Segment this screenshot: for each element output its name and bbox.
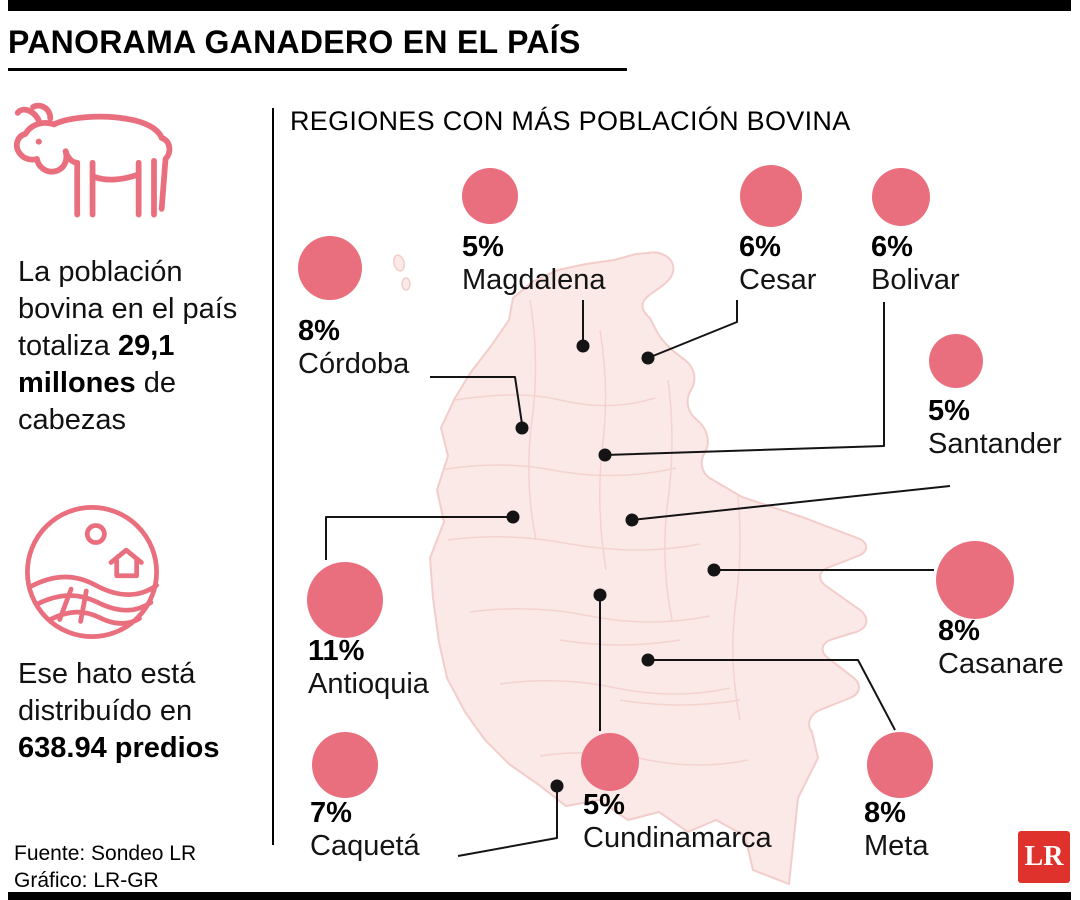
- region-name: Meta: [864, 829, 929, 862]
- fact-population: La población bovina en el país totaliza …: [18, 254, 258, 440]
- region-name: Caquetá: [310, 829, 420, 862]
- region-percent: 7%: [310, 797, 352, 829]
- region-percent: 6%: [871, 231, 913, 263]
- dot-casanare: [707, 563, 721, 577]
- region-name: Córdoba: [298, 347, 410, 380]
- colombia-outline: [428, 251, 868, 886]
- sun: [84, 523, 107, 545]
- region-name: Casanare: [938, 647, 1064, 680]
- cow-head: [13, 120, 70, 175]
- bubble-magdalena: [462, 168, 518, 224]
- bubble-casanare: [936, 541, 1014, 619]
- source-text: Fuente: Sondeo LR: [14, 842, 197, 865]
- cow-front-legs: [74, 159, 96, 218]
- region-label-bolivar: 6% Bolivar: [871, 231, 960, 297]
- region-percent: 8%: [864, 797, 906, 829]
- cow-tail: [158, 134, 173, 212]
- region-label-meta: 8% Meta: [864, 797, 929, 863]
- bubble-cesar: [740, 165, 802, 227]
- cow-back: [51, 113, 165, 141]
- cow-icon: [10, 98, 178, 240]
- region-label-cesar: 6% Cesar: [739, 231, 817, 297]
- region-percent: 8%: [938, 615, 980, 647]
- dot-bolivar: [598, 448, 612, 462]
- region-percent: 6%: [739, 231, 781, 263]
- section-title: REGIONES CON MÁS POBLACIÓN BOVINA: [290, 106, 851, 136]
- title-underline: [8, 68, 627, 71]
- farm-icon: [16, 496, 168, 648]
- region-percent: 8%: [298, 315, 340, 347]
- fact-highlight: 638.94 predios: [18, 732, 220, 765]
- field-line-1: [26, 574, 159, 597]
- dot-antioquia: [506, 510, 520, 524]
- dot-cesar: [641, 351, 655, 365]
- bubble-meta: [867, 732, 933, 798]
- region-label-cordoba: 8% Córdoba: [298, 315, 410, 381]
- bottom-bar: [8, 892, 1071, 900]
- leader-antioquia: [325, 516, 513, 560]
- region-name: Cundinamarca: [583, 821, 772, 854]
- region-name: Magdalena: [462, 263, 606, 296]
- fact-highlight: 29,1 millones: [18, 330, 175, 400]
- region-percent: 11%: [308, 635, 365, 667]
- region-label-cundinamarca: 5% Cundinamarca: [583, 789, 772, 855]
- dot-cordoba: [515, 421, 529, 435]
- leader-bolivar: [604, 302, 885, 456]
- region-percent: 5%: [462, 231, 504, 263]
- credit-text: Gráfico: LR-GR: [14, 869, 159, 892]
- house-walls: [114, 558, 140, 579]
- region-name: Cesar: [739, 263, 817, 296]
- region-label-antioquia: 11% Antioquia: [308, 635, 429, 701]
- leader-lines: [325, 300, 951, 857]
- fact-predios: Ese hato está distribuído en 638.94 pred…: [18, 656, 258, 767]
- vertical-divider: [272, 108, 274, 845]
- field-line-3: [47, 609, 142, 626]
- map-dots: [506, 339, 721, 793]
- fact-text-before: La población bovina en el país totaliza: [18, 256, 238, 363]
- top-bar: [8, 0, 1071, 11]
- region-label-magdalena: 5% Magdalena: [462, 231, 606, 297]
- region-label-casanare: 8% Casanare: [938, 615, 1064, 681]
- fact-text-after: de cabezas: [18, 367, 176, 437]
- region-percent: 5%: [928, 395, 970, 427]
- region-name: Bolivar: [871, 263, 960, 296]
- field-line-2: [34, 593, 154, 613]
- region-name: Antioquia: [308, 667, 429, 700]
- dot-santander: [625, 513, 639, 527]
- dot-meta: [641, 653, 655, 667]
- leader-santander: [631, 485, 951, 521]
- page-title: PANORAMA GANADERO EN EL PAÍS: [8, 24, 581, 60]
- leader-meta: [648, 659, 896, 731]
- lr-logo: LR: [1018, 831, 1070, 883]
- cow-horn: [14, 106, 42, 124]
- region-label-santander: 5% Santander: [928, 395, 1062, 461]
- fact-text-before: Ese hato está distribuído en: [18, 658, 196, 728]
- bubble-antioquia: [307, 562, 383, 638]
- dot-magdalena: [576, 339, 590, 353]
- region-percent: 5%: [583, 789, 625, 821]
- bubble-cordoba: [298, 236, 362, 300]
- farm-circle: [25, 505, 159, 639]
- leader-cesar: [647, 300, 738, 359]
- region-name: Santander: [928, 427, 1062, 460]
- bubble-caqueta: [312, 732, 378, 798]
- furrows: [57, 586, 89, 624]
- dot-caqueta: [550, 779, 564, 793]
- bubble-santander: [929, 334, 983, 388]
- islands: [392, 254, 411, 291]
- cow-eye: [35, 138, 42, 145]
- department-borders: [439, 299, 749, 766]
- bubble-cundinamarca: [581, 733, 639, 791]
- leader-caqueta: [457, 786, 558, 857]
- bubble-bolivar: [872, 168, 930, 226]
- cow-belly: [62, 148, 142, 183]
- dot-cundinamarca: [593, 588, 607, 602]
- leader-cordoba: [430, 376, 523, 425]
- region-label-caqueta: 7% Caquetá: [310, 797, 420, 863]
- cow-ear: [30, 102, 54, 122]
